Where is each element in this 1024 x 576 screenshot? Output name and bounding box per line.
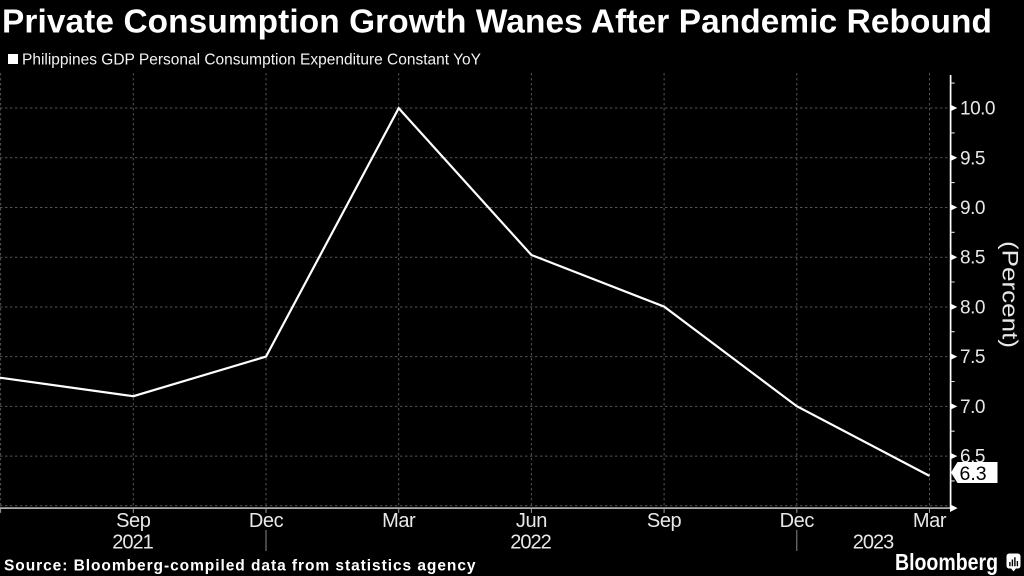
svg-text:Jun: Jun xyxy=(516,510,547,532)
svg-text:10.0: 10.0 xyxy=(960,99,995,120)
svg-text:Mar: Mar xyxy=(913,510,947,532)
svg-text:(Percent): (Percent) xyxy=(997,241,1022,348)
svg-text:Bloomberg: Bloomberg xyxy=(895,549,998,575)
svg-text:2023: 2023 xyxy=(853,532,894,554)
svg-text:9.0: 9.0 xyxy=(960,198,985,219)
svg-text:Private Consumption Growth Wan: Private Consumption Growth Wanes After P… xyxy=(2,4,992,41)
svg-text:6.3: 6.3 xyxy=(960,463,987,485)
svg-text:Philippines GDP Personal Consu: Philippines GDP Personal Consumption Exp… xyxy=(22,52,481,69)
svg-text:8.0: 8.0 xyxy=(960,297,985,318)
svg-text:7.5: 7.5 xyxy=(960,347,985,368)
svg-text:Sep: Sep xyxy=(647,510,682,532)
svg-text:2021: 2021 xyxy=(112,532,153,554)
svg-text:Mar: Mar xyxy=(382,510,416,532)
svg-text:2022: 2022 xyxy=(510,532,551,554)
svg-text:9.5: 9.5 xyxy=(960,148,985,169)
svg-text:Dec: Dec xyxy=(249,510,284,532)
svg-text:Source: Bloomberg-compiled dat: Source: Bloomberg-compiled data from sta… xyxy=(4,558,476,575)
svg-text:Sep: Sep xyxy=(116,510,151,532)
svg-text:Dec: Dec xyxy=(780,510,815,532)
svg-text:8.5: 8.5 xyxy=(960,248,985,269)
svg-text:7.0: 7.0 xyxy=(960,397,985,418)
